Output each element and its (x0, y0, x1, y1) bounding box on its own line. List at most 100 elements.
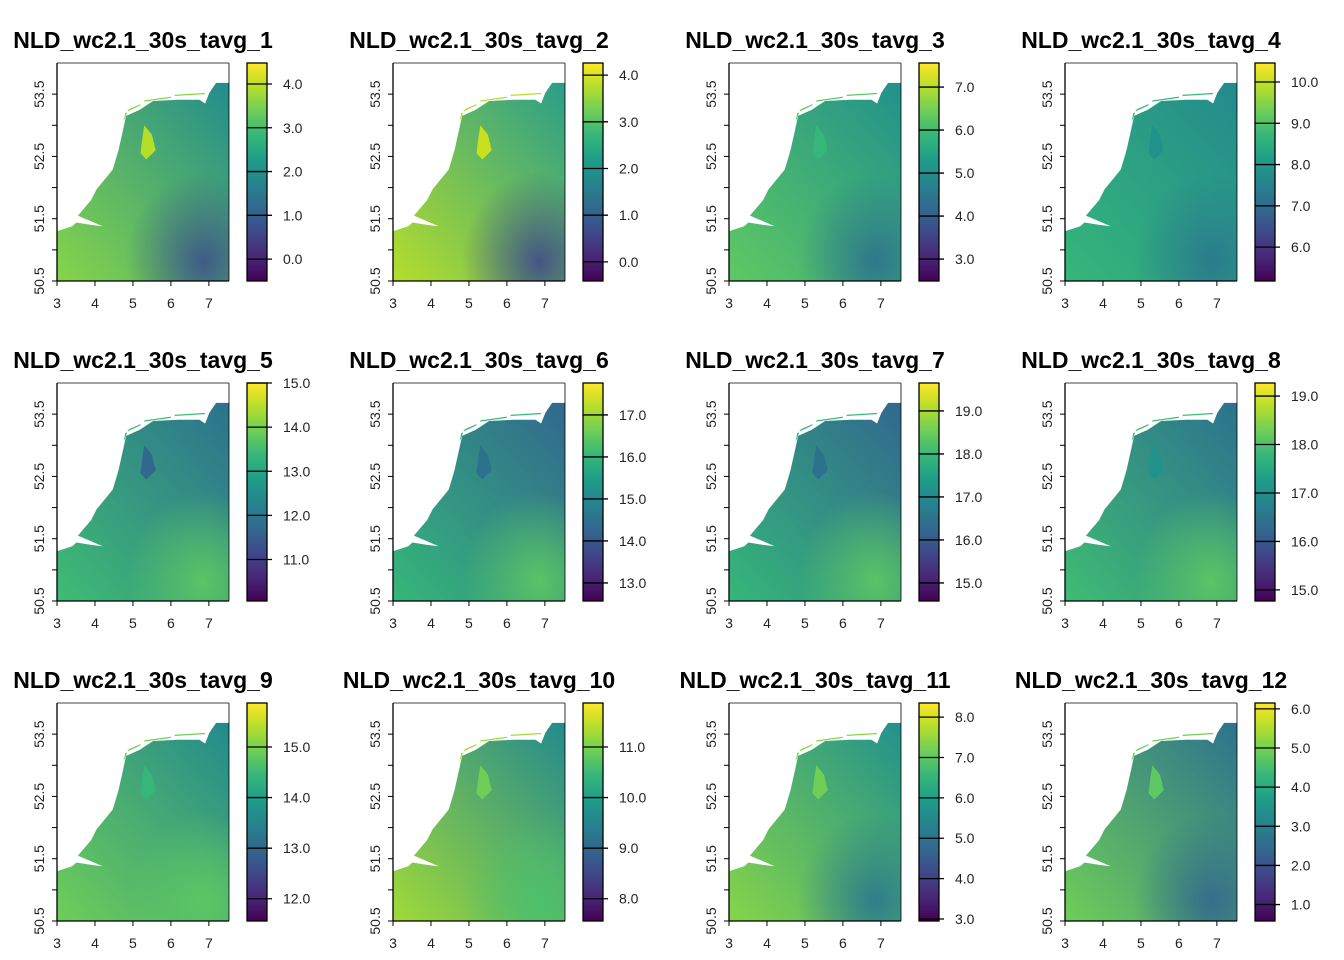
y-tick-label: 53.5 (703, 80, 719, 107)
colorbar (246, 702, 268, 922)
colorbar-label: 1.0 (1291, 897, 1311, 913)
colorbar-label: 19.0 (1291, 388, 1318, 404)
x-tick-label: 6 (167, 615, 175, 631)
raster-southeast-shade (57, 402, 229, 601)
x-tick-label: 6 (839, 935, 847, 951)
colorbar-label: 0.0 (619, 254, 639, 270)
x-tick-label: 4 (763, 615, 771, 631)
y-tick-label: 53.5 (367, 400, 383, 427)
x-tick-label: 7 (541, 295, 549, 311)
y-tick-label: 51.5 (1039, 525, 1055, 552)
colorbar-label: 6.0 (955, 122, 975, 138)
map-panel: NLD_wc2.1_30s_tavg_7 3 4 5 6 7 50.5 51.5 52.5 53.… (672, 320, 1008, 640)
map-svg: 3 4 5 6 7 50.5 51.5 52.5 53.5 12.0 13.0 14.0 15.0 (31, 702, 310, 951)
colorbar-label: 19.0 (955, 403, 982, 419)
colorbar-label: 8.0 (619, 891, 639, 907)
y-tick-label: 53.5 (367, 80, 383, 107)
raster-island (144, 96, 171, 102)
x-tick-label: 7 (541, 935, 549, 951)
raster-flevoland (140, 765, 156, 800)
panel-title: NLD_wc2.1_30s_tavg_2 (349, 27, 609, 53)
y-tick-label: 52.5 (1039, 783, 1055, 810)
raster-southeast-shade (57, 82, 229, 282)
y-tick-label: 51.5 (31, 845, 47, 872)
colorbar-label: 4.0 (1291, 779, 1311, 795)
raster-island (846, 92, 878, 96)
raster-island (846, 412, 878, 416)
colorbar-label: 13.0 (283, 840, 310, 856)
map-panel: NLD_wc2.1_30s_tavg_6 3 4 5 6 7 50.5 51.5 52.5 53.… (336, 320, 672, 640)
x-tick-label: 3 (53, 935, 61, 951)
x-tick-label: 7 (541, 615, 549, 631)
colorbar-label: 7.0 (955, 79, 975, 95)
x-tick-label: 3 (725, 615, 733, 631)
map-panel: NLD_wc2.1_30s_tavg_1 3 4 5 6 7 50.5 51.5 52.5 53.… (0, 0, 336, 320)
raster-southeast-shade (729, 82, 901, 282)
x-tick-label: 5 (129, 615, 137, 631)
colorbar-label: 11.0 (283, 552, 309, 568)
raster-southeast-shade (57, 722, 229, 921)
y-tick-label: 51.5 (367, 525, 383, 552)
x-tick-label: 5 (129, 935, 137, 951)
raster-flevoland (140, 445, 156, 480)
x-tick-label: 7 (877, 935, 885, 951)
x-tick-label: 5 (801, 615, 809, 631)
map-panel: NLD_wc2.1_30s_tavg_5 3 4 5 6 7 50.5 51.5 52.5 53.… (0, 320, 336, 640)
panel-title: NLD_wc2.1_30s_tavg_8 (1021, 347, 1281, 373)
y-tick-label: 50.5 (1039, 267, 1055, 294)
y-tick-label: 52.5 (31, 783, 47, 810)
colorbar (582, 62, 604, 282)
raster-island (127, 104, 141, 112)
raster-southeast-shade (1065, 722, 1237, 921)
x-tick-label: 7 (205, 295, 213, 311)
raster-flevoland (812, 125, 828, 160)
raster-island (799, 424, 813, 432)
y-tick-label: 53.5 (31, 720, 47, 747)
x-tick-label: 4 (427, 615, 435, 631)
colorbar (918, 702, 940, 922)
y-tick-label: 51.5 (367, 205, 383, 232)
raster-island (1152, 416, 1179, 422)
raster-island (463, 744, 477, 752)
x-tick-label: 3 (389, 615, 397, 631)
map-svg: 3 4 5 6 7 50.5 51.5 52.5 53.5 8.0 9.0 10.0 11.0 (367, 702, 646, 951)
map-panel: NLD_wc2.1_30s_tavg_4 3 4 5 6 7 50.5 51.5 52.5 53.… (1008, 0, 1344, 320)
map-svg: 3 4 5 6 7 50.5 51.5 52.5 53.5 3.0 4.0 5.0 6.0 7.0 8.0 (703, 702, 975, 951)
raster-island (123, 432, 128, 443)
raster-island (1135, 744, 1149, 752)
y-tick-label: 52.5 (367, 463, 383, 490)
y-tick-label: 51.5 (367, 845, 383, 872)
x-tick-label: 6 (503, 295, 511, 311)
raster-island (510, 732, 542, 736)
x-tick-label: 3 (725, 295, 733, 311)
x-tick-label: 5 (129, 295, 137, 311)
x-tick-label: 7 (205, 615, 213, 631)
x-tick-label: 4 (1099, 935, 1107, 951)
colorbar-label: 1.0 (283, 207, 303, 223)
x-tick-label: 3 (53, 295, 61, 311)
x-tick-label: 4 (763, 295, 771, 311)
x-tick-label: 7 (205, 935, 213, 951)
y-tick-label: 53.5 (31, 400, 47, 427)
y-tick-label: 52.5 (703, 463, 719, 490)
raster-island (799, 744, 813, 752)
panel-title: NLD_wc2.1_30s_tavg_11 (679, 667, 951, 693)
colorbar-label: 7.0 (1291, 198, 1311, 214)
colorbar-label: 13.0 (283, 463, 310, 479)
colorbar-label: 9.0 (619, 840, 639, 856)
x-tick-label: 4 (763, 935, 771, 951)
raster-island (463, 104, 477, 112)
raster-southeast-shade (729, 722, 901, 921)
map-svg: 3 4 5 6 7 50.5 51.5 52.5 53.5 6.0 7.0 8.0 9.0 10.0 (1039, 62, 1318, 311)
raster-island (846, 732, 878, 736)
colorbar (582, 702, 604, 922)
y-tick-label: 51.5 (703, 205, 719, 232)
raster-island (480, 416, 507, 422)
raster-island (1182, 732, 1214, 736)
x-tick-label: 4 (427, 295, 435, 311)
y-tick-label: 51.5 (1039, 845, 1055, 872)
x-tick-label: 5 (1137, 295, 1145, 311)
y-tick-label: 51.5 (1039, 205, 1055, 232)
colorbar-label: 11.0 (619, 739, 645, 755)
map-panel: NLD_wc2.1_30s_tavg_2 3 4 5 6 7 50.5 51.5 52.5 53.… (336, 0, 672, 320)
